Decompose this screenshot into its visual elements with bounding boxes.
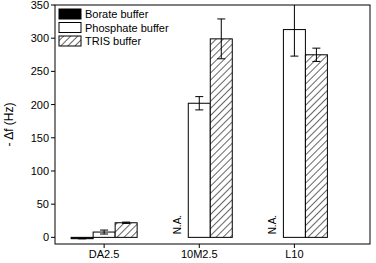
annotation: N.A. xyxy=(172,215,183,234)
bar xyxy=(71,237,93,238)
y-tick-label: 300 xyxy=(31,32,49,44)
bar xyxy=(115,223,137,238)
y-tick-label: 0 xyxy=(43,231,49,243)
error-bar xyxy=(195,97,203,110)
y-axis-label: - Δf (Hz) xyxy=(2,102,16,146)
bar xyxy=(210,39,232,238)
bar xyxy=(305,55,327,238)
y-tick xyxy=(51,204,55,205)
y-tick-label: 150 xyxy=(31,132,49,144)
legend-swatch xyxy=(59,9,81,19)
legend-label: TRIS buffer xyxy=(85,35,141,47)
chart: 0 50 100 150 200 250 300 350 - Δf (Hz) DA2.5 10M2.… xyxy=(0,0,376,263)
error-bar xyxy=(312,48,320,61)
x-tick-label: 10M2.5 xyxy=(181,248,218,260)
y-tick-label: 350 xyxy=(31,0,49,11)
y-tick-label: 200 xyxy=(31,99,49,111)
x-tick-label: DA2.5 xyxy=(89,248,120,260)
y-tick-label: 100 xyxy=(31,165,49,177)
y-tick xyxy=(51,71,55,72)
bars xyxy=(71,5,327,239)
y-tick xyxy=(51,104,55,105)
bar xyxy=(188,103,210,237)
error-bar xyxy=(122,222,130,223)
y-tick xyxy=(51,5,55,6)
legend-swatch xyxy=(59,36,81,46)
x-tick-label: L10 xyxy=(285,248,303,260)
legend-label: Borate buffer xyxy=(85,8,149,20)
plot-frame xyxy=(55,5,370,244)
y-tick xyxy=(51,170,55,171)
error-bar xyxy=(217,19,225,59)
legend-label: Phosphate buffer xyxy=(85,22,169,34)
y-tick-label: 250 xyxy=(31,65,49,77)
y-tick xyxy=(51,237,55,238)
annotation: N.A. xyxy=(267,215,278,234)
legend-swatch xyxy=(59,23,81,33)
y-tick-label: 50 xyxy=(37,198,49,210)
y-tick xyxy=(51,38,55,39)
y-tick xyxy=(51,137,55,138)
bar xyxy=(283,30,305,238)
error-bar xyxy=(78,238,86,239)
legend: Borate buffer Phosphate bufferTRIS buffer xyxy=(59,8,169,47)
error-bar xyxy=(290,5,298,56)
error-bar xyxy=(100,230,108,234)
